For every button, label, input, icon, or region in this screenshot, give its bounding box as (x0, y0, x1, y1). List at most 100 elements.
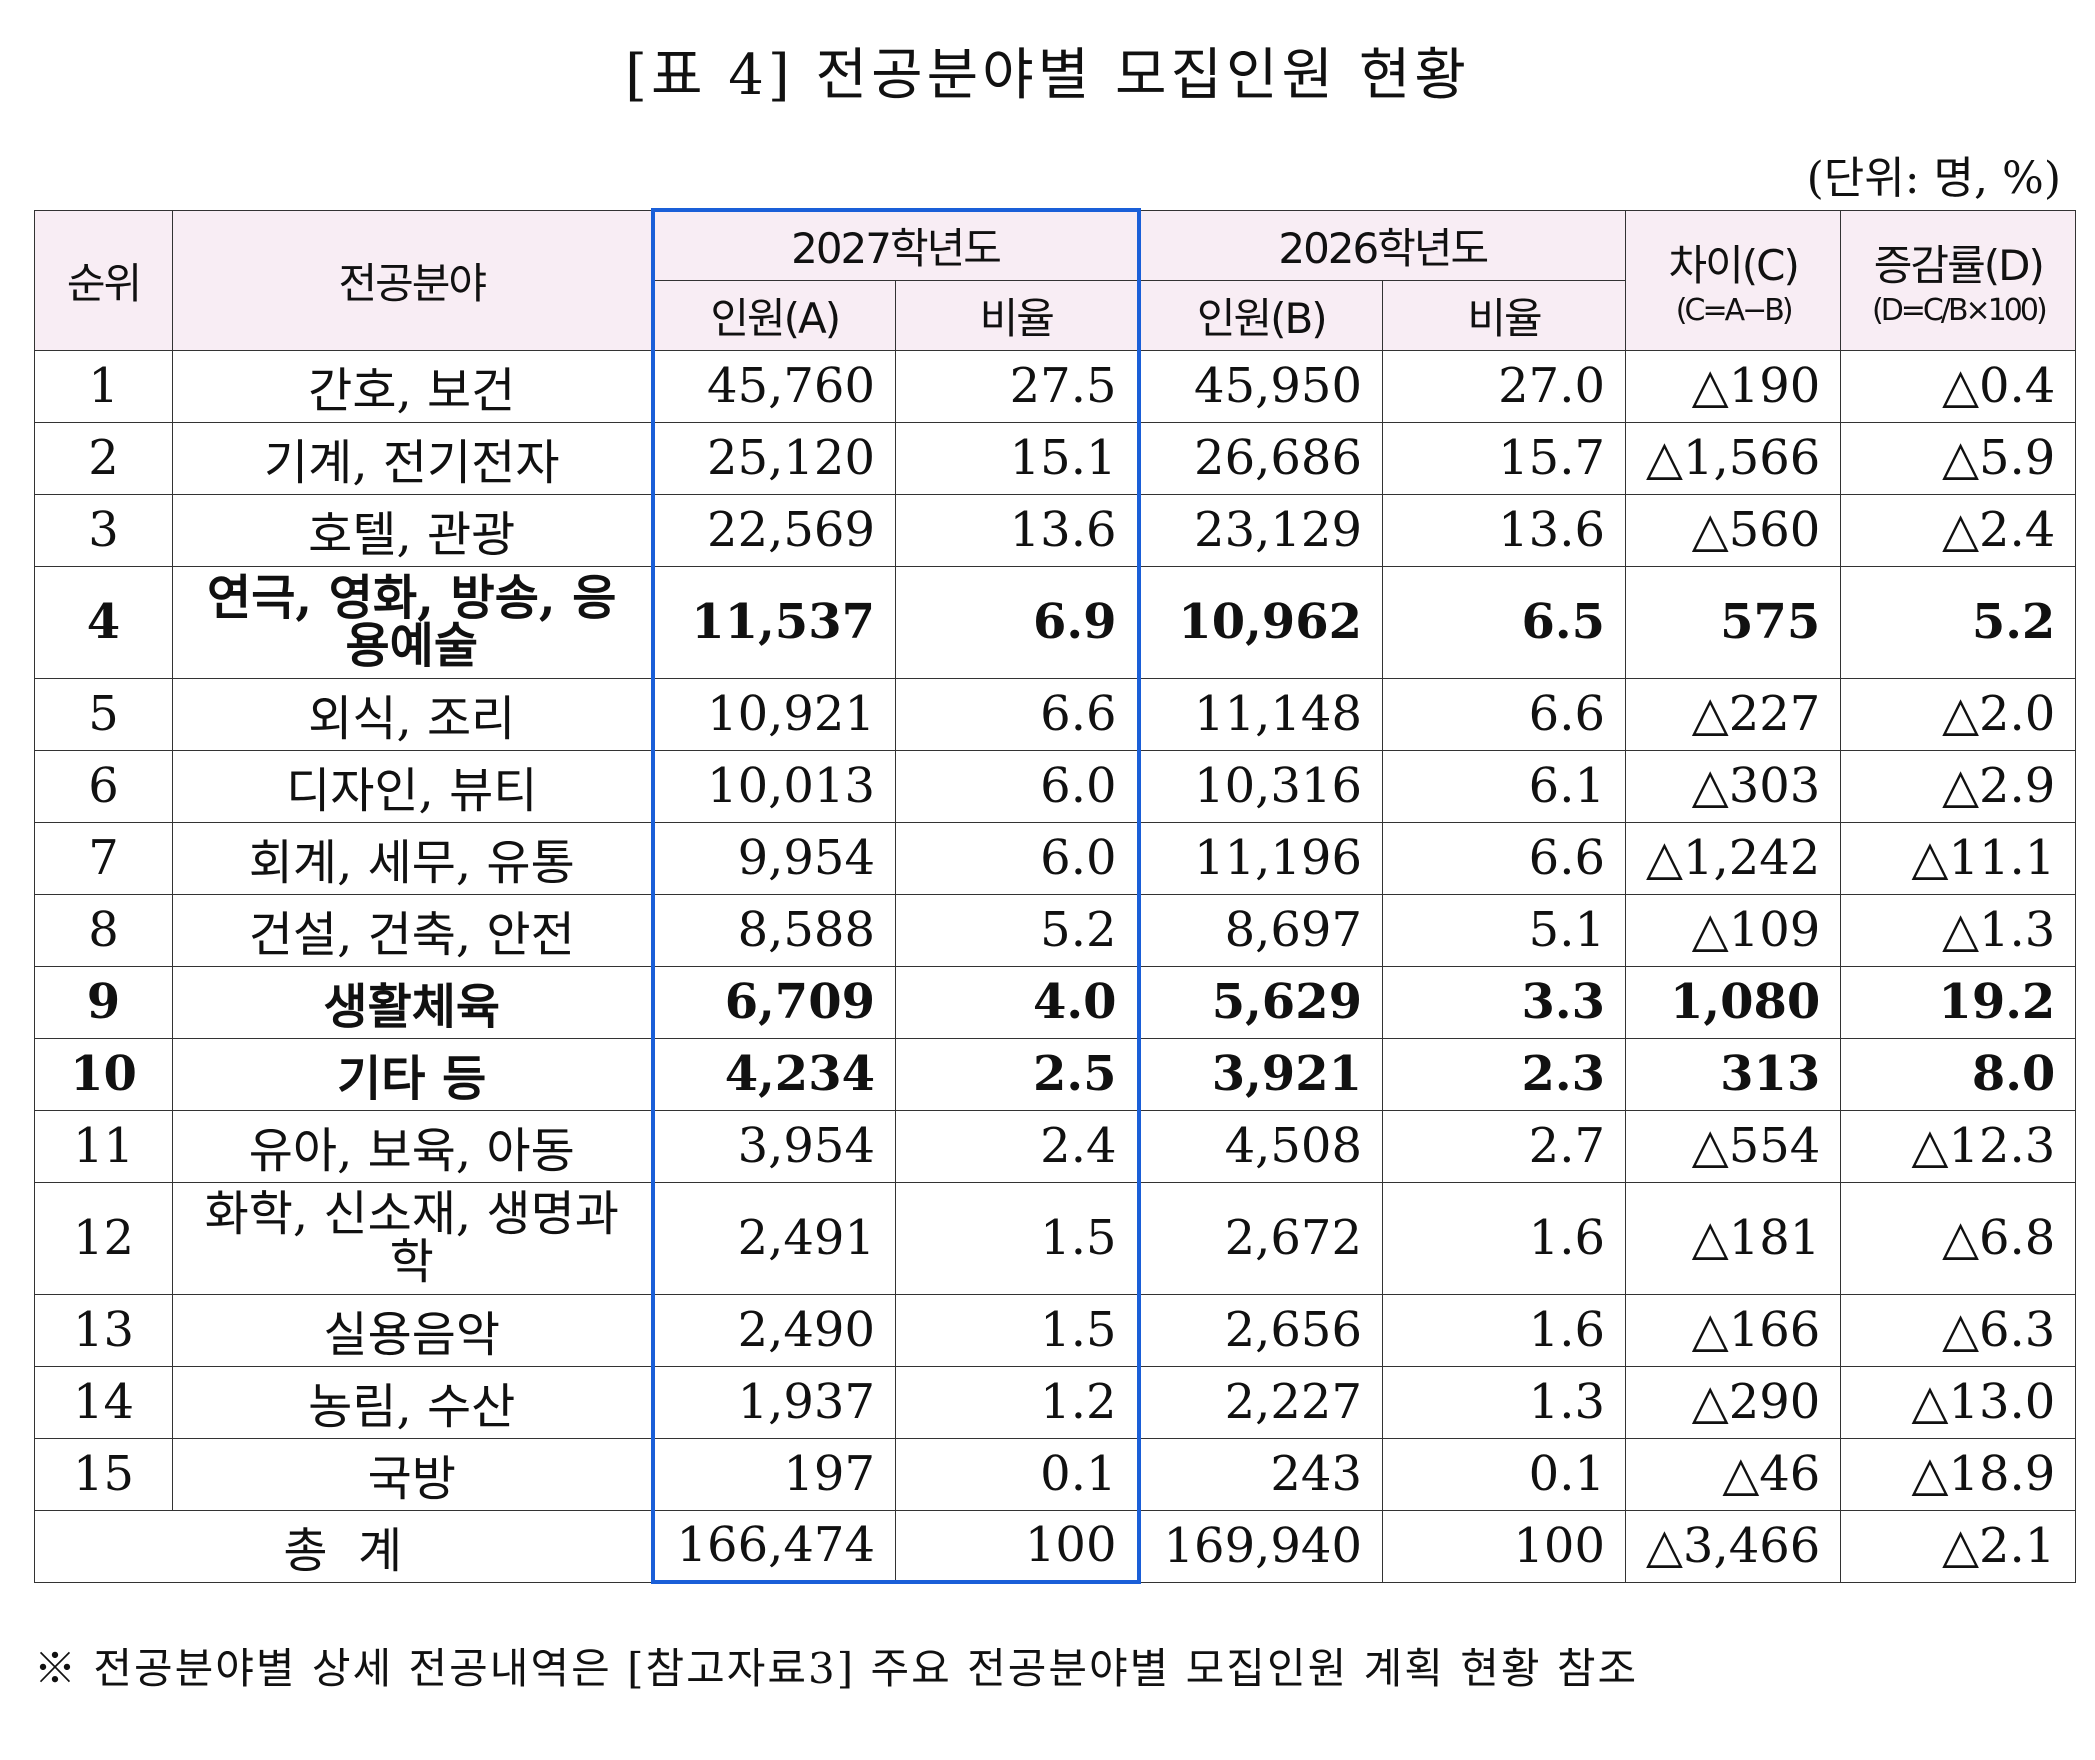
table-row: 9 생활체육 6,709 4.0 5,629 3.3 1,080 19.2 (34, 965, 2077, 1039)
cell-b: 4,508 (1138, 1109, 1383, 1183)
cell-b: 10,962 (1138, 565, 1383, 679)
cell-b: 2,672 (1138, 1181, 1383, 1295)
cell-a: 45,760 (650, 349, 896, 423)
cell-b: 11,196 (1138, 821, 1383, 895)
cell-ra: 0.1 (895, 1437, 1141, 1511)
cell-c: 313 (1624, 1037, 1842, 1111)
cell-a: 2,490 (650, 1293, 896, 1367)
cell-ra: 6.9 (895, 565, 1141, 679)
cell-rb: 3.3 (1382, 965, 1626, 1039)
cell-c: △166 (1624, 1293, 1842, 1367)
table-row: 15 국방 197 0.1 243 0.1 △46 △18.9 (34, 1437, 2077, 1511)
cell-rank: 10 (34, 1037, 173, 1111)
header-rate-formula: (D=C/B×100) (1871, 293, 2048, 328)
cell-a: 10,013 (650, 749, 896, 823)
cell-c: △181 (1624, 1181, 1842, 1295)
cell-rb: 1.3 (1382, 1365, 1626, 1439)
cell-rank: 15 (34, 1437, 173, 1511)
total-label: 총 계 (34, 1509, 653, 1583)
table-row: 11 유아, 보육, 아동 3,954 2.4 4,508 2.7 △554 △12.3 (34, 1109, 2077, 1183)
cell-field: 호텔, 관광 (172, 493, 653, 567)
cell-ra: 5.2 (895, 893, 1141, 967)
cell-a: 2,491 (650, 1181, 896, 1295)
header-rate-label: 증감률(D) (1873, 241, 2045, 290)
cell-field: 건설, 건축, 안전 (172, 893, 653, 967)
header-count-a: 인원(A) (650, 279, 896, 351)
table-row: 3 호텔, 관광 22,569 13.6 23,129 13.6 △560 △2.4 (34, 493, 2077, 567)
cell-rank: 1 (34, 349, 173, 423)
header-2026: 2026학년도 (1138, 209, 1626, 281)
cell-b: 10,316 (1138, 749, 1383, 823)
table-title: [표 4] 전공분야별 모집인원 현황 (625, 43, 1470, 108)
cell-field: 연극, 영화, 방송, 응용예술 (172, 565, 653, 679)
cell-rank: 9 (34, 965, 173, 1039)
cell-ra: 6.0 (895, 821, 1141, 895)
cell-field: 기타 등 (172, 1037, 653, 1111)
total-b: 169,940 (1138, 1509, 1383, 1583)
header-diff: 차이(C) (C=A−B) (1624, 209, 1842, 351)
cell-c: △109 (1624, 893, 1842, 967)
cell-rank: 11 (34, 1109, 173, 1183)
cell-rank: 8 (34, 893, 173, 967)
header-rate: 증감률(D) (D=C/B×100) (1840, 209, 2077, 351)
cell-rb: 6.6 (1382, 677, 1626, 751)
cell-rank: 2 (34, 421, 173, 495)
cell-field: 화학, 신소재, 생명과학 (172, 1181, 653, 1295)
table-row: 4 연극, 영화, 방송, 응용예술 11,537 6.9 10,962 6.5 575 5.… (34, 565, 2077, 679)
cell-d: △13.0 (1840, 1365, 2077, 1439)
cell-c: △1,566 (1624, 421, 1842, 495)
cell-field: 생활체육 (172, 965, 653, 1039)
cell-a: 11,537 (650, 565, 896, 679)
cell-d: △1.3 (1840, 893, 2077, 967)
header-diff-label: 차이(C) (1668, 241, 1799, 290)
total-ra: 100 (895, 1509, 1141, 1584)
header-count-b: 인원(B) (1138, 279, 1383, 351)
cell-ra: 1.5 (895, 1181, 1141, 1295)
cell-ra: 6.0 (895, 749, 1141, 823)
cell-a: 10,921 (650, 677, 896, 751)
cell-c: 1,080 (1624, 965, 1842, 1039)
cell-a: 3,954 (650, 1109, 896, 1183)
cell-field: 유아, 보육, 아동 (172, 1109, 653, 1183)
total-d: △2.1 (1840, 1509, 2077, 1583)
cell-ra: 1.2 (895, 1365, 1141, 1439)
cell-rb: 27.0 (1382, 349, 1626, 423)
cell-a: 25,120 (650, 421, 896, 495)
table-row: 5 외식, 조리 10,921 6.6 11,148 6.6 △227 △2.0 (34, 677, 2077, 751)
cell-ra: 27.5 (895, 349, 1141, 423)
cell-ra: 13.6 (895, 493, 1141, 567)
footnote: ※ 전공분야별 상세 전공내역은 [참고자료3] 주요 전공분야별 모집인원 계… (34, 1644, 1639, 1693)
cell-field: 실용음악 (172, 1293, 653, 1367)
header-ratio-a: 비율 (895, 279, 1141, 351)
total-c: △3,466 (1624, 1509, 1842, 1583)
cell-d: △6.3 (1840, 1293, 2077, 1367)
cell-rank: 4 (34, 565, 173, 679)
cell-a: 8,588 (650, 893, 896, 967)
cell-d: △2.0 (1840, 677, 2077, 751)
table-row: 8 건설, 건축, 안전 8,588 5.2 8,697 5.1 △109 △1.3 (34, 893, 2077, 967)
cell-ra: 4.0 (895, 965, 1141, 1039)
cell-rb: 15.7 (1382, 421, 1626, 495)
cell-field: 디자인, 뷰티 (172, 749, 653, 823)
cell-b: 2,227 (1138, 1365, 1383, 1439)
cell-ra: 2.4 (895, 1109, 1141, 1183)
cell-c: △303 (1624, 749, 1842, 823)
cell-a: 22,569 (650, 493, 896, 567)
cell-c: △290 (1624, 1365, 1842, 1439)
cell-c: △227 (1624, 677, 1842, 751)
cell-d: △2.4 (1840, 493, 2077, 567)
cell-d: △11.1 (1840, 821, 2077, 895)
cell-c: △1,242 (1624, 821, 1842, 895)
cell-b: 11,148 (1138, 677, 1383, 751)
header-ratio-b: 비율 (1382, 279, 1626, 351)
cell-rank: 12 (34, 1181, 173, 1295)
cell-a: 197 (650, 1437, 896, 1511)
cell-a: 9,954 (650, 821, 896, 895)
table-row: 10 기타 등 4,234 2.5 3,921 2.3 313 8.0 (34, 1037, 2077, 1111)
unit-label: (단위: 명, %) (1806, 153, 2061, 204)
cell-d: △18.9 (1840, 1437, 2077, 1511)
cell-d: △12.3 (1840, 1109, 2077, 1183)
cell-a: 6,709 (650, 965, 896, 1039)
cell-c: 575 (1624, 565, 1842, 679)
cell-field: 국방 (172, 1437, 653, 1511)
